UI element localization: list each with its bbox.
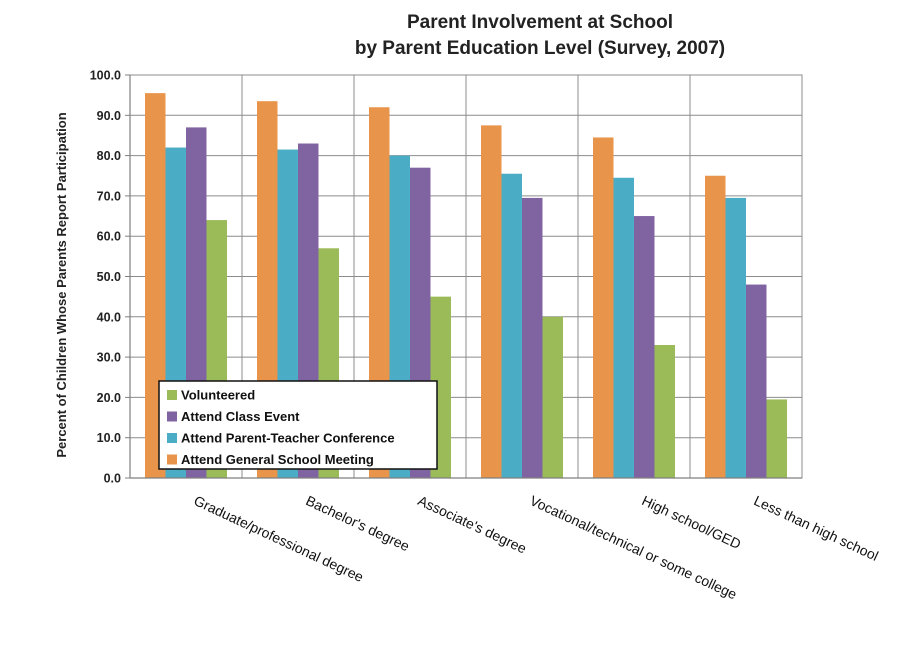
y-tick-label: 90.0 <box>97 109 121 123</box>
bar <box>542 316 563 478</box>
x-category-label: Less than high school <box>751 492 881 564</box>
x-category-label: Vocational/technical or some college <box>527 492 739 602</box>
bar <box>481 125 502 478</box>
bar <box>522 197 543 479</box>
legend-label: Attend Class Event <box>181 409 300 424</box>
axes <box>125 74 802 479</box>
legend: Volunteered Attend Class Event Attend Pare… <box>158 380 438 470</box>
bar <box>654 345 675 478</box>
x-category-label: High school/GED <box>639 492 743 552</box>
y-tick-label: 70.0 <box>97 189 121 203</box>
legend-swatch <box>167 454 177 465</box>
y-tick-label: 100.0 <box>90 69 121 83</box>
legend-swatch <box>167 390 177 400</box>
legend-swatch <box>167 411 177 422</box>
bar <box>613 177 634 478</box>
y-tick-label: 0.0 <box>104 472 121 486</box>
y-tick-labels: 0.0 10.0 20.0 30.0 40.0 50.0 60.0 70.0 80.0 90.0 1… <box>90 69 121 486</box>
chart-title-line-2: by Parent Education Level (Survey, 2007) <box>355 38 725 59</box>
bar <box>705 175 726 478</box>
legend-swatch <box>167 433 177 443</box>
legend-label: Attend Parent-Teacher Conference <box>181 431 395 446</box>
y-tick-label: 20.0 <box>97 391 121 405</box>
bar <box>766 399 787 478</box>
x-category-label: Associate's degree <box>415 492 529 556</box>
legend-label: Volunteered <box>181 388 255 403</box>
legend-label: Attend General School Meeting <box>181 452 374 467</box>
bar <box>634 216 655 479</box>
bar <box>501 173 522 479</box>
chart-title-line-1: Parent Involvement at School <box>407 12 673 33</box>
y-tick-label: 60.0 <box>97 230 121 244</box>
y-tick-label: 40.0 <box>97 310 121 324</box>
bar <box>746 284 767 478</box>
y-axis-label: Percent of Children Whose Parents Report… <box>54 112 69 457</box>
y-tick-label: 50.0 <box>97 270 121 284</box>
y-tick-label: 80.0 <box>97 149 121 163</box>
bar <box>593 137 614 478</box>
y-tick-label: 10.0 <box>97 431 121 445</box>
bar <box>725 197 746 479</box>
y-tick-label: 30.0 <box>97 351 121 365</box>
legend-box <box>158 380 438 470</box>
x-category-label: Bachelor's degree <box>303 492 412 554</box>
